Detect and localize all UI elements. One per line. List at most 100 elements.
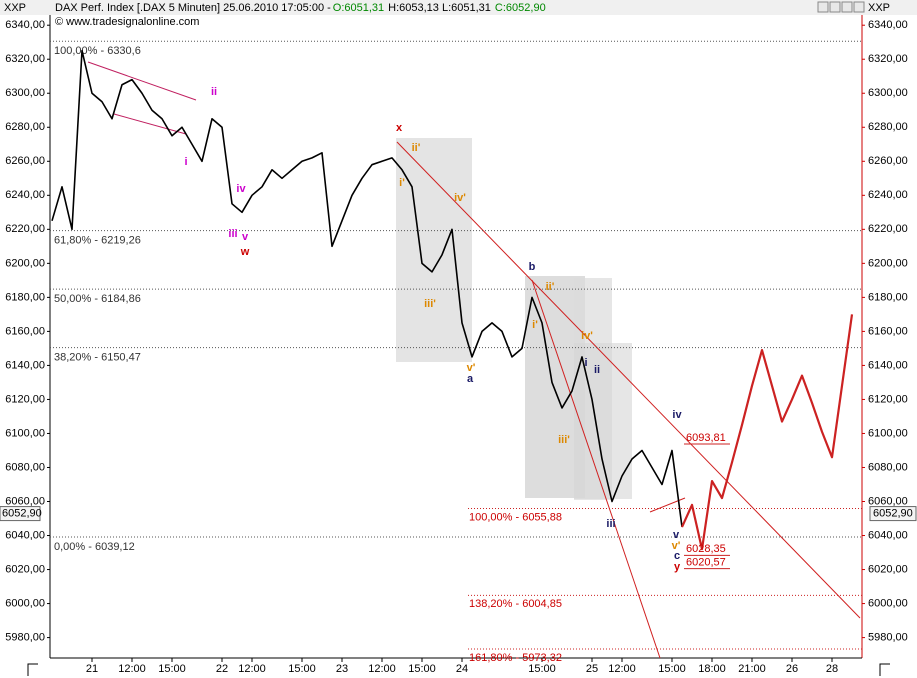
wave-box — [396, 138, 472, 362]
y-tick-label: 6240,00 — [5, 189, 45, 201]
price-tag — [869, 506, 917, 522]
window-buttons — [817, 1, 865, 13]
button[interactable] — [853, 1, 865, 13]
x-tick-label: 15:00 — [658, 663, 686, 675]
y-tick-label: 6040,00 — [5, 529, 45, 541]
wave-label: a — [467, 373, 474, 385]
wave-label: c — [674, 550, 680, 562]
trend-line — [531, 279, 661, 659]
y-tick-label: 6340,00 — [5, 19, 45, 31]
fib-extension-label: 138,20% - 6004,85 — [469, 598, 562, 610]
x-tick-label: 12:00 — [118, 663, 146, 675]
button[interactable] — [829, 1, 841, 13]
y-tick-label: 6260,00 — [868, 155, 908, 167]
y-tick-label: 6280,00 — [5, 121, 45, 133]
wave-label: iv — [236, 183, 246, 195]
fib-label: 100,00% - 6330,6 — [54, 45, 141, 57]
button[interactable] — [817, 1, 829, 13]
y-tick-label: 6000,00 — [5, 597, 45, 609]
fib-label: 0,00% - 6039,12 — [54, 541, 135, 553]
price-mark-label: 6093,81 — [686, 432, 726, 444]
fib-label: 61,80% - 6219,26 — [54, 234, 141, 246]
price-tag — [0, 506, 41, 522]
x-tick-label: 23 — [336, 663, 348, 675]
fib-extension-label: 161,80% - 5973,32 — [469, 652, 562, 664]
wave-label: b — [529, 261, 536, 273]
y-tick-label: 6240,00 — [868, 189, 908, 201]
open: O:6051,31 — [333, 2, 384, 14]
y-tick-label: 6320,00 — [5, 53, 45, 65]
y-tick-label: 6340,00 — [868, 19, 908, 31]
x-tick-label: 24 — [456, 663, 468, 675]
x-tick-label: 21:00 — [738, 663, 766, 675]
price-line — [680, 314, 854, 551]
wave-label: ii — [211, 86, 217, 98]
x-tick-label: 28 — [826, 663, 838, 675]
x-tick-label: 18:00 — [698, 663, 726, 675]
y-tick-label: 6020,00 — [5, 563, 45, 575]
copyright: © www.tradesignalonline.com — [55, 16, 199, 28]
close: C:6052,90 — [495, 2, 546, 14]
y-tick-label: 5980,00 — [868, 631, 908, 643]
y-tick-label: 6060,00 — [868, 495, 908, 507]
wave-label: v — [673, 529, 680, 541]
high-low: H:6053,13 L:6051,31 — [388, 2, 491, 14]
y-tick-label: 6040,00 — [868, 529, 908, 541]
y-tick-label: 6200,00 — [5, 257, 45, 269]
x-tick-label: 26 — [786, 663, 798, 675]
y-tick-label: 6000,00 — [868, 597, 908, 609]
x-tick-label: 15:00 — [158, 663, 186, 675]
wave-label: i — [584, 357, 587, 369]
y-tick-label: 5980,00 — [5, 631, 45, 643]
wave-label: iii' — [424, 298, 436, 310]
corner-mark — [27, 663, 38, 676]
x-tick-label: 12:00 — [238, 663, 266, 675]
x-tick-label: 15:00 — [528, 663, 556, 675]
wave-label: x — [396, 122, 403, 134]
fib-extension-label: 100,00% - 6055,88 — [469, 511, 562, 523]
wave-label: iv' — [581, 330, 593, 342]
channel-line — [87, 61, 197, 101]
x-tick-label: 12:00 — [368, 663, 396, 675]
y-tick-label: 6180,00 — [868, 291, 908, 303]
y-tick-label: 6020,00 — [868, 563, 908, 575]
y-tick-label: 6220,00 — [868, 223, 908, 235]
y-tick-label: 6080,00 — [868, 461, 908, 473]
price-mark-label: 6028,35 — [686, 543, 726, 555]
wave-label: ii — [594, 364, 600, 376]
wave-label: v — [242, 231, 249, 243]
wave-box — [574, 343, 632, 499]
wave-label: i — [184, 156, 187, 168]
price-tag-label: 6052,90 — [873, 507, 913, 519]
y-tick-label: 6220,00 — [5, 223, 45, 235]
wave-label: iv — [672, 409, 682, 421]
y-tick-label: 6060,00 — [5, 495, 45, 507]
x-tick-label: 22 — [216, 663, 228, 675]
y-tick-label: 6300,00 — [5, 87, 45, 99]
wave-label: i' — [532, 319, 538, 331]
wave-label: i' — [399, 177, 405, 189]
instrument: DAX Perf. Index [.DAX 5 Minuten] 25.06.2… — [55, 2, 331, 14]
corner-mark — [879, 663, 890, 676]
y-tick-label: 6180,00 — [5, 291, 45, 303]
x-tick-label: 15:00 — [288, 663, 316, 675]
wave-label: iv' — [454, 192, 466, 204]
x-tick-label: 21 — [86, 663, 98, 675]
y-tick-label: 6300,00 — [868, 87, 908, 99]
y-tick-label: 6160,00 — [868, 325, 908, 337]
wave-label: v' — [467, 362, 476, 374]
fib-label: 38,20% - 6150,47 — [54, 352, 141, 364]
wave-label: w — [240, 246, 250, 258]
wave-label: v' — [672, 540, 681, 552]
y-tick-label: 6100,00 — [868, 427, 908, 439]
wave-label: ii' — [412, 142, 421, 154]
x-tick-label: 12:00 — [608, 663, 636, 675]
y-tick-label: 6140,00 — [868, 359, 908, 371]
y-tick-label: 6200,00 — [868, 257, 908, 269]
x-tick-label: 15:00 — [408, 663, 436, 675]
x-tick-label: 25 — [586, 663, 598, 675]
button[interactable] — [841, 1, 853, 13]
wave-label: iii — [228, 228, 237, 240]
